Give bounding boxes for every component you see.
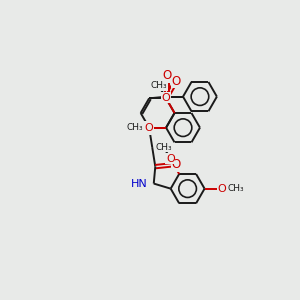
Text: CH₃: CH₃ [151, 81, 167, 90]
Text: O: O [162, 69, 172, 82]
Text: CH₃: CH₃ [127, 123, 143, 132]
Text: O: O [166, 154, 175, 164]
Text: O: O [218, 184, 226, 194]
Text: O: O [144, 123, 153, 133]
Text: HN: HN [131, 178, 148, 189]
Text: CH₃: CH₃ [155, 143, 172, 152]
Text: O: O [161, 93, 170, 103]
Text: CH₃: CH₃ [227, 184, 244, 193]
Text: N: N [143, 121, 152, 134]
Text: O: O [171, 158, 181, 171]
Text: O: O [171, 75, 181, 88]
